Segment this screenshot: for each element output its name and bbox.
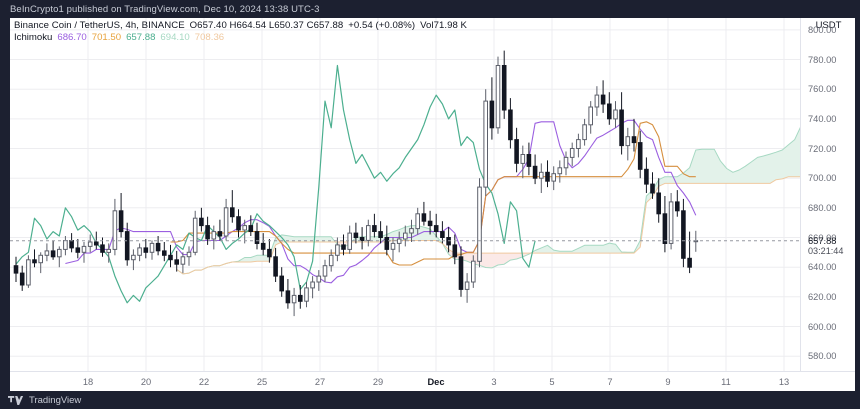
time-tick: 22 [198,377,210,387]
footer-bar: TradingView [0,391,860,409]
time-tick: 29 [372,377,384,387]
time-tick: 27 [314,377,326,387]
time-tick: 13 [778,377,790,387]
time-tick: 9 [665,377,671,387]
publisher-text: BeInCrypto1 published on TradingView.com… [10,3,320,15]
time-tick: 25 [256,377,268,387]
candles [13,50,699,317]
footer-brand: TradingView [29,394,82,406]
senkou-span-a-line [176,127,800,275]
senkou-span-b-line [176,176,800,275]
time-tick: 3 [491,377,497,387]
time-tick: 7 [607,377,613,387]
tradingview-logo-icon [8,395,24,406]
candlestick-plot[interactable] [10,18,800,391]
kijun-sen-line [170,121,696,266]
grid-lines [10,18,800,371]
price-tick: 680.00 [808,202,837,213]
price-tick: 780.00 [808,54,837,65]
price-tick: 740.00 [808,113,837,124]
time-tick: Dec [427,377,445,387]
bar-countdown: 03:21:44 [808,245,844,256]
price-tick: 760.00 [808,84,837,95]
publisher-bar: BeInCrypto1 published on TradingView.com… [0,0,860,18]
price-tick: 640.00 [808,262,837,273]
chart-panel[interactable]: Binance Coin / TetherUS, 4h, BINANCE O65… [10,18,855,391]
plot-area[interactable] [10,18,800,391]
time-tick: 11 [721,377,731,387]
price-axis-unit: USDT [815,20,842,31]
price-tick: 700.00 [808,173,837,184]
price-tick: 660.00 [808,232,837,243]
current-price-value: 657.88 [808,235,837,246]
time-tick: 5 [549,377,555,387]
price-axis[interactable]: USDT 800.00 780.00 760.00 740.00 720.00 700.0… [800,18,855,391]
price-tick: 580.00 [808,351,837,362]
price-tick: 800.00 [808,24,837,35]
price-tick: 600.00 [808,321,837,332]
tenkan-sen-line [65,119,697,284]
price-tick: 620.00 [808,291,837,302]
time-axis[interactable]: 18 20 22 25 27 29 Dec 3 5 7 9 11 13 [10,371,855,391]
current-price-label: 657.88 03:21:44 [801,236,855,256]
price-tick: 720.00 [808,143,837,154]
time-tick: 20 [140,377,152,387]
time-tick: 18 [82,377,94,387]
